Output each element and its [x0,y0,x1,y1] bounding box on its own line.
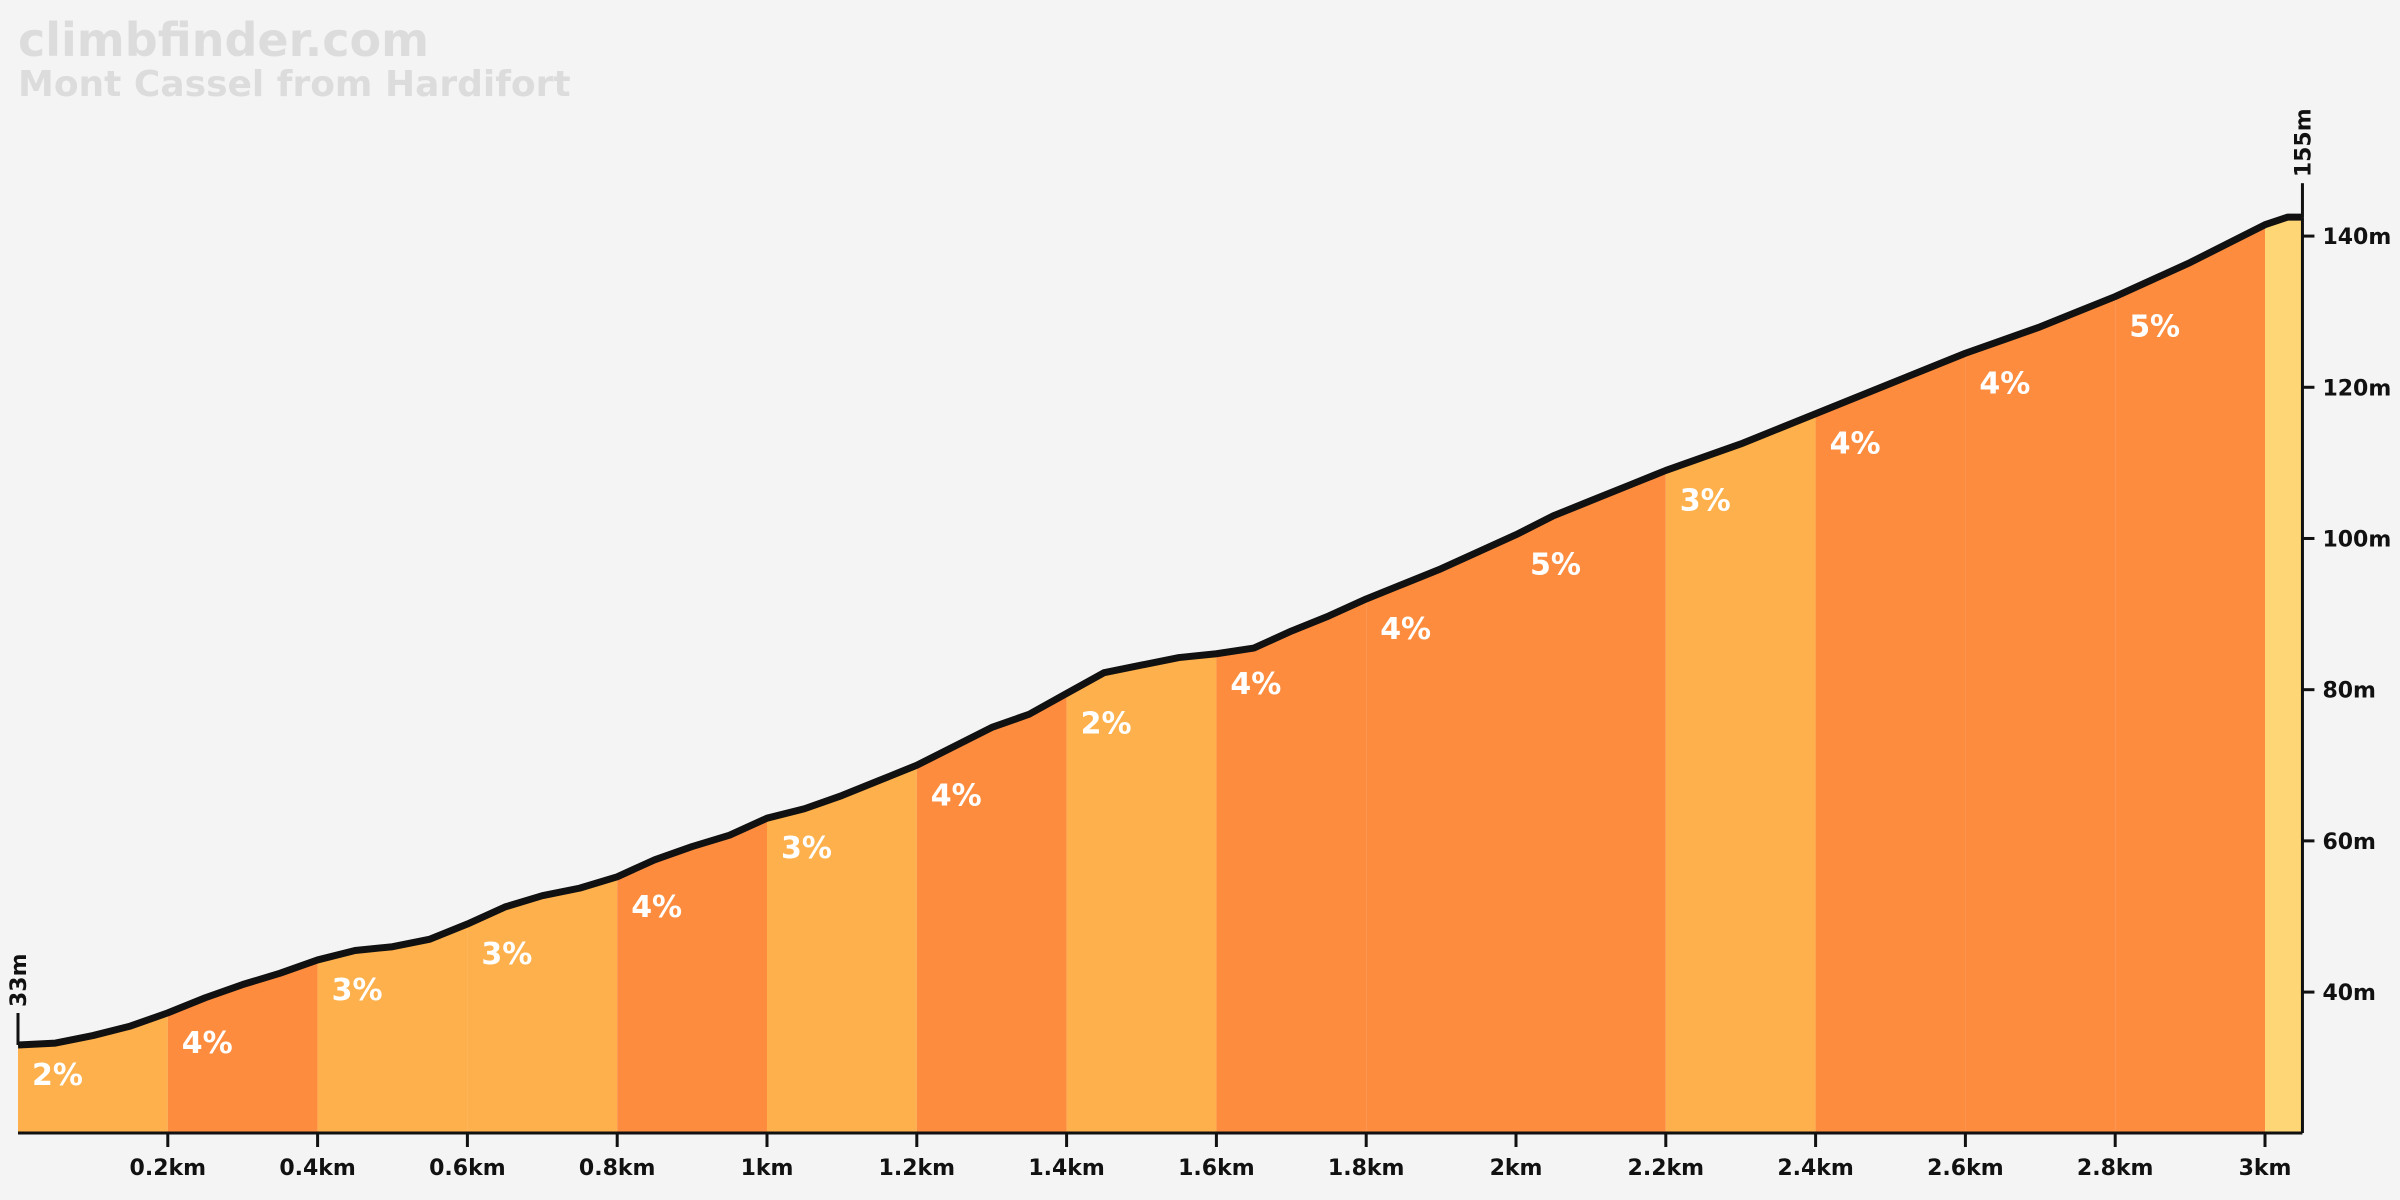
end-elevation-label: 155m [2291,108,2316,177]
grade-segments [18,217,2303,1134]
x-tick-label: 1.4km [1028,1156,1105,1181]
start-elevation-label: 33m [7,953,32,1007]
grade-label: 3% [481,937,532,972]
grade-label: 4% [1380,612,1431,647]
grade-label: 5% [1530,548,1581,583]
grade-label: 4% [1979,366,2030,401]
y-tick-label: 40m [2322,981,2376,1006]
x-tick-label: 3km [2239,1156,2292,1181]
x-tick-label: 1.2km [879,1156,956,1181]
grade-segment [1066,653,1217,1133]
grade-segment [167,959,318,1133]
grade-label: 4% [182,1026,233,1061]
grade-segment [767,765,917,1133]
axes: 0.2km 0.4km 0.6km 0.8km 1km 1.2km 1.4km 1.6km 1.… [7,108,2391,1181]
site-brand: climbfinder.com [18,13,429,67]
grade-labels: 2% 4% 3% 3% 4% 3% 4% 2% 4% 4% 5% 3% 4% 4% 5% [32,310,2180,1093]
profile-line [17,213,2303,1049]
grade-segment [1665,413,1816,1133]
y-tick-label: 100m [2322,527,2391,552]
x-tick-label: 0.4km [279,1156,356,1181]
profile-line-group [17,213,2303,1049]
y-tick-label: 120m [2322,376,2391,401]
grade-label: 4% [631,890,682,925]
x-tick-label: 2km [1490,1156,1543,1181]
grade-label: 3% [781,831,832,866]
grade-segment [467,876,618,1133]
grade-label: 2% [1081,706,1132,741]
grade-label: 4% [931,778,982,813]
grade-label: 5% [2129,310,2180,345]
grade-segment [1366,534,1516,1133]
grade-segment [1216,598,1367,1133]
climb-name: Mont Cassel from Hardifort [18,64,571,105]
grade-label: 4% [1830,427,1881,462]
x-tick-label: 2.4km [1777,1156,1854,1181]
y-tick-label: 80m [2322,679,2376,704]
grade-label: 3% [332,973,383,1008]
x-tick-label: 2.2km [1628,1156,1705,1181]
x-tick-label: 1.8km [1328,1156,1405,1181]
grade-segment [317,924,468,1133]
grade-segment [18,1012,168,1133]
y-tick-label: 60m [2322,830,2376,855]
x-tick-label: 0.8km [579,1156,656,1181]
x-tick-label: 2.6km [1927,1156,2004,1181]
x-tick-label: 1.6km [1178,1156,1255,1181]
grade-segment [916,693,1067,1133]
x-tick-label: 2.8km [2077,1156,2154,1181]
grade-segment [1965,296,2116,1133]
grade-label: 3% [1680,483,1731,518]
grade-segment [1516,470,1666,1133]
grade-segment [2115,224,2265,1134]
x-tick-label: 0.6km [429,1156,506,1181]
grade-segment [2265,217,2303,1133]
grade-segment [617,818,767,1133]
grade-label: 2% [32,1058,83,1093]
grade-label: 4% [1230,667,1281,702]
y-tick-label: 140m [2322,225,2391,250]
x-tick-label: 0.2km [130,1156,207,1181]
x-tick-label: 1km [741,1156,794,1181]
grade-segment [1815,353,1966,1133]
